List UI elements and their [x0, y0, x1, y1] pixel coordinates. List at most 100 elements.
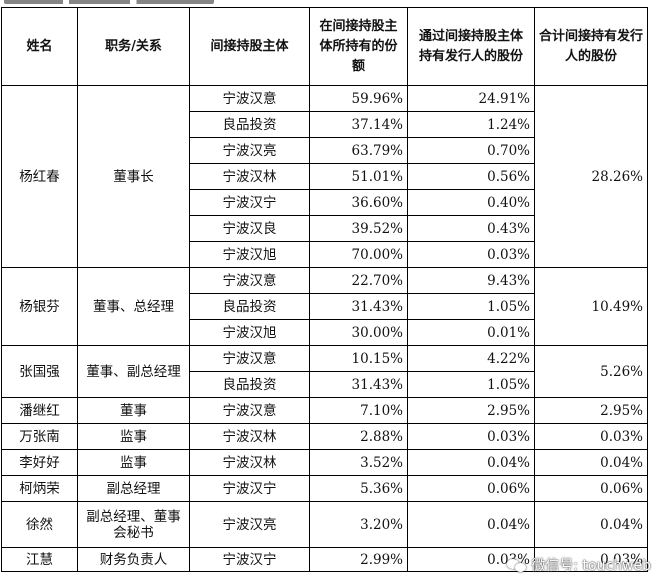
- table-row: 杨银芬 董事、总经理 宁波汉意 22.70% 9.43% 10.49%: [1, 267, 648, 346]
- header-share-in-entity: 在间接持股主体所持有的份额: [309, 7, 408, 86]
- holding-entity: 宁波汉林: [189, 163, 310, 190]
- total-indirect-share: 28.26%: [534, 85, 648, 268]
- indirect-issuer-share: 0.06%: [407, 475, 535, 502]
- person-role: 董事、总经理: [77, 267, 190, 346]
- person-role: 副总经理: [77, 475, 190, 502]
- total-indirect-share: 0.03%: [534, 423, 648, 450]
- indirect-issuer-share: 9.43%: [407, 267, 535, 294]
- table-row: 徐然 副总经理、董事会秘书 宁波汉亮 3.20% 0.04% 0.04%: [1, 501, 648, 548]
- header-total-share: 合计间接持有发行人的股份: [534, 7, 648, 86]
- person-name: 徐然: [1, 501, 78, 548]
- table-row: 潘继红 董事 宁波汉意 7.10% 2.95% 2.95%: [1, 397, 648, 424]
- table-row: 良品投资 31.43% 1.05%: [2, 371, 648, 398]
- table-body: 杨红春 董事长 宁波汉意 59.96% 24.91% 28.26% 良品投资 37.14% 1.…: [1, 85, 648, 572]
- shareholding-table: 姓名 职务/关系 间接持股主体 在间接持股主体所持有的份额 通过间接持股主体持有…: [1, 7, 648, 572]
- indirect-issuer-share: 0.03%: [407, 423, 535, 450]
- person-role: 董事: [77, 397, 190, 424]
- share-in-entity: 51.01%: [309, 163, 408, 190]
- total-indirect-share: 10.49%: [534, 267, 648, 346]
- indirect-issuer-share: 0.56%: [407, 163, 535, 190]
- total-indirect-share: 0.04%: [534, 449, 648, 476]
- table-row: 宁波汉旭 70.00% 0.03%: [2, 241, 648, 268]
- holding-entity: 宁波汉宁: [189, 475, 310, 502]
- total-indirect-share: 0.06%: [534, 475, 648, 502]
- share-in-entity: 5.36%: [309, 475, 408, 502]
- person-name: 张国强: [1, 345, 78, 398]
- header-indirect-share: 通过间接持股主体持有发行人的股份: [407, 7, 535, 86]
- header-name: 姓名: [1, 7, 78, 86]
- table-row: 李好好 监事 宁波汉林 3.52% 0.04% 0.04%: [1, 449, 648, 476]
- watermark: 微信号: touchweb: [507, 555, 651, 575]
- holding-entity: 宁波汉意: [189, 397, 310, 424]
- share-in-entity: 31.43%: [309, 371, 408, 398]
- share-in-entity: 36.60%: [309, 189, 408, 216]
- holding-entity: 宁波汉旭: [189, 319, 310, 346]
- total-indirect-share: 0.04%: [534, 501, 648, 548]
- cropped-caption: [0, 0, 663, 7]
- wechat-icon: [507, 558, 527, 572]
- table-row: 宁波汉宁 36.60% 0.40%: [2, 189, 648, 216]
- holding-entity: 宁波汉意: [189, 85, 310, 112]
- person-name: 万张南: [1, 423, 78, 450]
- person-name: 江慧: [1, 547, 78, 572]
- share-in-entity: 31.43%: [309, 293, 408, 320]
- table-row: 张国强 董事、副总经理 宁波汉意 10.15% 4.22% 5.26%: [1, 345, 648, 398]
- share-in-entity: 10.15%: [309, 345, 408, 372]
- holding-entity: 宁波汉意: [189, 345, 310, 372]
- person-name: 杨红春: [1, 85, 78, 268]
- person-role: 董事、副总经理: [77, 345, 190, 398]
- person-name: 柯炳荣: [1, 475, 78, 502]
- share-in-entity: 3.52%: [309, 449, 408, 476]
- holding-entity: 宁波汉宁: [189, 547, 310, 572]
- holding-entity: 良品投资: [189, 293, 310, 320]
- indirect-issuer-share: 0.03%: [407, 241, 535, 268]
- table-row: 良品投资 31.43% 1.05%: [2, 293, 648, 320]
- indirect-issuer-share: 0.70%: [407, 137, 535, 164]
- indirect-issuer-share: 1.05%: [407, 293, 535, 320]
- indirect-issuer-share: 1.05%: [407, 371, 535, 398]
- table-row: 良品投资 37.14% 1.24%: [2, 111, 648, 138]
- share-in-entity: 70.00%: [309, 241, 408, 268]
- person-role: 监事: [77, 449, 190, 476]
- indirect-issuer-share: 0.04%: [407, 449, 535, 476]
- table-row: 柯炳荣 副总经理 宁波汉宁 5.36% 0.06% 0.06%: [1, 475, 648, 502]
- table-row: 宁波汉亮 63.79% 0.70%: [2, 137, 648, 164]
- share-in-entity: 22.70%: [309, 267, 408, 294]
- holding-entity: 良品投资: [189, 111, 310, 138]
- indirect-issuer-share: 2.95%: [407, 397, 535, 424]
- person-name: 潘继红: [1, 397, 78, 424]
- table-row: 宁波汉良 39.52% 0.43%: [2, 215, 648, 242]
- indirect-issuer-share: 24.91%: [407, 85, 535, 112]
- holding-entity: 宁波汉亮: [189, 137, 310, 164]
- share-in-entity: 3.20%: [309, 501, 408, 548]
- share-in-entity: 37.14%: [309, 111, 408, 138]
- share-in-entity: 2.99%: [309, 547, 408, 572]
- holding-entity: 宁波汉林: [189, 423, 310, 450]
- total-indirect-share: 5.26%: [534, 345, 648, 398]
- header-role: 职务/关系: [77, 7, 190, 86]
- share-in-entity: 2.88%: [309, 423, 408, 450]
- table-row: 杨红春 董事长 宁波汉意 59.96% 24.91% 28.26%: [1, 85, 648, 268]
- table-row: 宁波汉林 51.01% 0.56%: [2, 163, 648, 190]
- holding-entity: 良品投资: [189, 371, 310, 398]
- share-in-entity: 59.96%: [309, 85, 408, 112]
- total-indirect-share: 2.95%: [534, 397, 648, 424]
- share-in-entity: 7.10%: [309, 397, 408, 424]
- person-name: 杨银芬: [1, 267, 78, 346]
- table-row: 万张南 监事 宁波汉林 2.88% 0.03% 0.03%: [1, 423, 648, 450]
- indirect-issuer-share: 4.22%: [407, 345, 535, 372]
- person-name: 李好好: [1, 449, 78, 476]
- header-row: 姓名 职务/关系 间接持股主体 在间接持股主体所持有的份额 通过间接持股主体持有…: [1, 7, 648, 86]
- holding-entity: 宁波汉宁: [189, 189, 310, 216]
- person-role: 副总经理、董事会秘书: [77, 501, 190, 548]
- holding-entity: 宁波汉意: [189, 267, 310, 294]
- share-in-entity: 63.79%: [309, 137, 408, 164]
- indirect-issuer-share: 0.01%: [407, 319, 535, 346]
- indirect-issuer-share: 0.43%: [407, 215, 535, 242]
- share-in-entity: 39.52%: [309, 215, 408, 242]
- indirect-issuer-share: 0.40%: [407, 189, 535, 216]
- person-role: 监事: [77, 423, 190, 450]
- holding-entity: 宁波汉良: [189, 215, 310, 242]
- holding-entity: 宁波汉亮: [189, 501, 310, 548]
- watermark-text: 微信号: touchweb: [531, 558, 651, 574]
